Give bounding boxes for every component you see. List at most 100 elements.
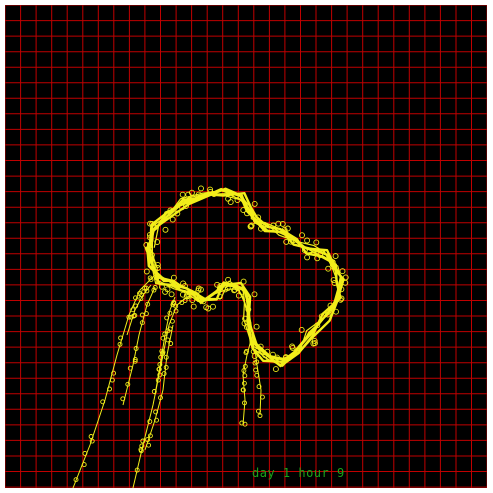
circle-marker-icon [152, 285, 158, 290]
circle-marker-icon [148, 254, 155, 261]
circle-marker-icon [338, 286, 345, 293]
circle-marker-icon [245, 306, 252, 313]
circle-marker-icon [158, 354, 164, 360]
circle-marker-icon [318, 313, 325, 320]
circle-marker-icon [168, 341, 174, 346]
circle-marker-icon [134, 467, 140, 473]
circle-marker-icon [185, 191, 192, 198]
circle-marker-icon [152, 224, 158, 231]
circle-marker-icon [73, 477, 79, 483]
track-markers [73, 185, 349, 483]
circle-marker-icon [254, 372, 260, 378]
circle-marker-icon [338, 295, 345, 302]
circle-marker-icon [304, 254, 311, 261]
circle-marker-icon [270, 222, 277, 229]
circle-marker-icon [145, 437, 151, 443]
circle-marker-icon [139, 320, 145, 326]
circle-marker-icon [304, 237, 311, 244]
circle-marker-icon [331, 280, 338, 286]
circle-marker-icon [182, 298, 188, 303]
circle-marker-icon [330, 277, 337, 284]
grid-lines [5, 5, 487, 488]
circle-marker-icon [179, 291, 186, 298]
circle-marker-icon [231, 287, 238, 294]
circle-marker-icon [154, 265, 161, 271]
circle-marker-icon [257, 413, 263, 419]
circle-marker-icon [197, 286, 204, 293]
circle-marker-icon [183, 203, 189, 209]
circle-marker-icon [143, 285, 149, 291]
circle-marker-icon [244, 319, 251, 326]
circle-marker-icon [165, 337, 171, 343]
circle-marker-icon [133, 295, 138, 301]
circle-marker-icon [148, 277, 154, 283]
circle-marker-icon [299, 232, 305, 239]
circle-marker-icon [183, 292, 190, 299]
circle-marker-icon [211, 191, 217, 197]
circle-marker-icon [147, 433, 153, 439]
circle-marker-icon [313, 239, 320, 246]
circle-marker-icon [256, 408, 261, 414]
circle-marker-icon [157, 372, 163, 378]
circle-marker-icon [240, 387, 246, 393]
circle-marker-icon [179, 191, 186, 198]
circle-marker-icon [164, 315, 170, 321]
circle-marker-icon [141, 289, 147, 295]
circle-marker-icon [259, 394, 265, 400]
circle-marker-icon [126, 314, 132, 320]
circle-marker-icon [154, 261, 161, 268]
circle-marker-icon [240, 278, 247, 285]
circle-marker-icon [139, 443, 145, 449]
circle-marker-icon [298, 326, 305, 333]
circle-marker-icon [257, 343, 264, 350]
circle-marker-icon [238, 289, 245, 296]
circle-marker-icon [251, 200, 258, 207]
circle-marker-icon [324, 311, 331, 318]
circle-marker-icon [253, 367, 259, 373]
circle-marker-icon [337, 296, 344, 303]
circle-marker-icon [286, 354, 292, 361]
circle-marker-icon [131, 313, 137, 319]
circle-marker-icon [138, 296, 144, 302]
circle-marker-icon [210, 303, 216, 310]
circle-marker-icon [100, 399, 106, 405]
circle-marker-icon [241, 368, 247, 374]
circle-marker-icon [190, 303, 197, 310]
circle-marker-icon [198, 185, 204, 192]
circle-marker-icon [256, 384, 262, 390]
simulation-canvas[interactable] [5, 5, 487, 488]
circle-marker-icon [140, 438, 146, 444]
circle-marker-icon [342, 279, 349, 286]
circle-marker-icon [195, 287, 202, 294]
track-ring-line [147, 190, 345, 367]
circle-marker-icon [154, 417, 159, 423]
circle-marker-icon [244, 210, 250, 217]
circle-marker-icon [207, 186, 214, 193]
circle-marker-icon [264, 348, 271, 355]
track-ring [144, 187, 345, 368]
circle-marker-icon [284, 225, 291, 232]
circle-marker-icon [244, 348, 249, 354]
circle-marker-icon [159, 348, 165, 354]
circle-marker-icon [153, 409, 159, 415]
circle-marker-icon [281, 226, 288, 233]
circle-marker-icon [160, 351, 166, 357]
circle-marker-icon [317, 252, 323, 259]
circle-marker-icon [227, 191, 234, 198]
circle-marker-icon [173, 308, 179, 314]
circle-marker-icon [151, 389, 157, 394]
circle-marker-icon [170, 274, 177, 281]
circle-marker-icon [154, 239, 161, 245]
circle-marker-icon [189, 297, 196, 304]
circle-marker-icon [151, 287, 157, 293]
track-trail-line [122, 286, 156, 406]
circle-marker-icon [174, 210, 181, 217]
circle-marker-icon [200, 298, 207, 305]
circle-marker-icon [118, 335, 124, 341]
circle-marker-icon [147, 234, 154, 241]
circle-marker-icon [155, 377, 161, 383]
simulation-svg [5, 5, 487, 488]
circle-marker-icon [155, 273, 162, 280]
circle-marker-icon [120, 396, 126, 402]
circle-marker-icon [163, 354, 169, 360]
